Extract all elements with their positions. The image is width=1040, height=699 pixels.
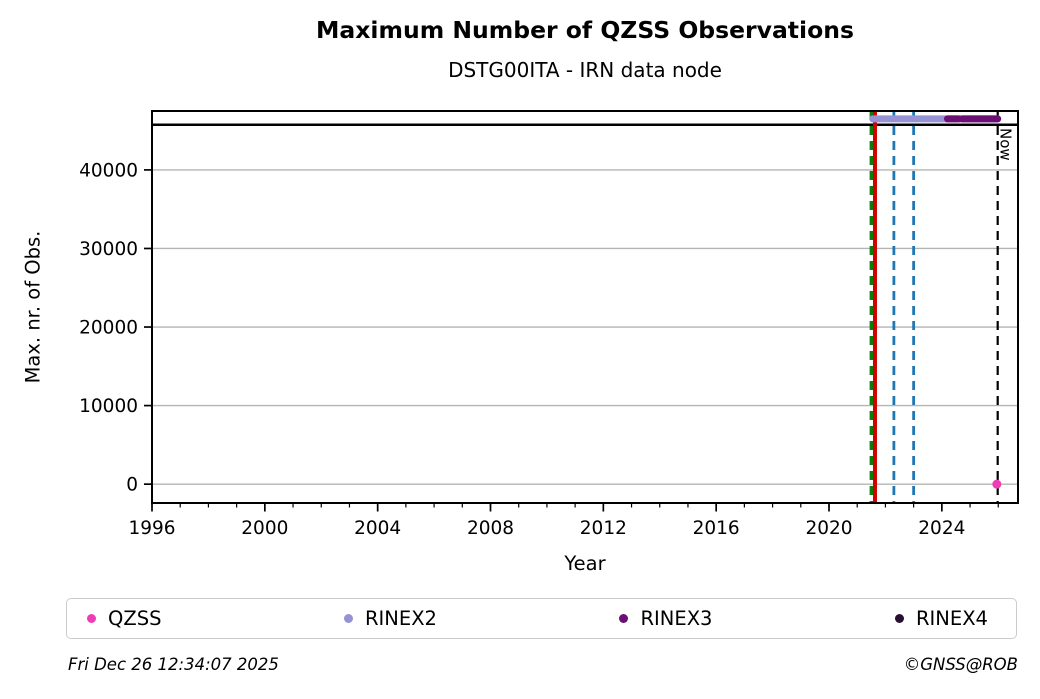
y-tick-label: 40000 <box>79 160 138 181</box>
legend-label: RINEX2 <box>364 607 437 630</box>
legend-item-rinex2: RINEX2 <box>343 607 437 630</box>
legend-label: RINEX3 <box>640 607 713 630</box>
x-tick-label: 2024 <box>918 518 965 539</box>
x-tick-label: 2000 <box>241 518 288 539</box>
legend-item-rinex4: RINEX4 <box>894 607 988 630</box>
legend-marker-rinex4-icon <box>894 614 904 623</box>
legend-marker-qzss-icon <box>87 614 96 623</box>
x-tick-label: 2020 <box>805 518 852 539</box>
axes-frame <box>151 110 1019 504</box>
credit: ©GNSS@ROB <box>903 655 1018 674</box>
data-point-qzss <box>992 479 1002 489</box>
y-tick-label: 30000 <box>79 239 138 260</box>
legend-label: RINEX4 <box>915 607 988 630</box>
legend-marker-rinex3-icon <box>619 614 629 623</box>
y-tick-label: 10000 <box>79 396 138 417</box>
x-tick-label: 2012 <box>580 518 627 539</box>
y-tick-label: 0 <box>126 475 138 496</box>
y-tick-label: 20000 <box>79 318 138 339</box>
chart-subtitle: DSTG00ITA - IRN data node <box>448 58 722 82</box>
legend-label: QZSS <box>108 607 162 630</box>
timestamp: Fri Dec 26 12:34:07 2025 <box>68 655 279 674</box>
legend-item-rinex3: RINEX3 <box>619 607 712 630</box>
now-label: Now <box>997 128 1015 161</box>
x-axis-label: Year <box>564 552 606 575</box>
plot-area: 0 10000 20000 30000 40000 1996 2000 2004 2008 201… <box>79 110 1019 539</box>
chart-title: Maximum Number of QZSS Observations <box>316 16 854 44</box>
x-tick-label: 1996 <box>128 518 175 539</box>
x-tick-label: 2008 <box>467 518 514 539</box>
legend-marker-rinex2-icon <box>343 614 353 623</box>
legend-item-qzss: QZSS <box>87 607 161 630</box>
x-tick-label: 2004 <box>354 518 401 539</box>
legend: QZSS RINEX2 RINEX3 RINEX4 <box>66 598 1017 639</box>
x-tick-label: 2016 <box>693 518 740 539</box>
